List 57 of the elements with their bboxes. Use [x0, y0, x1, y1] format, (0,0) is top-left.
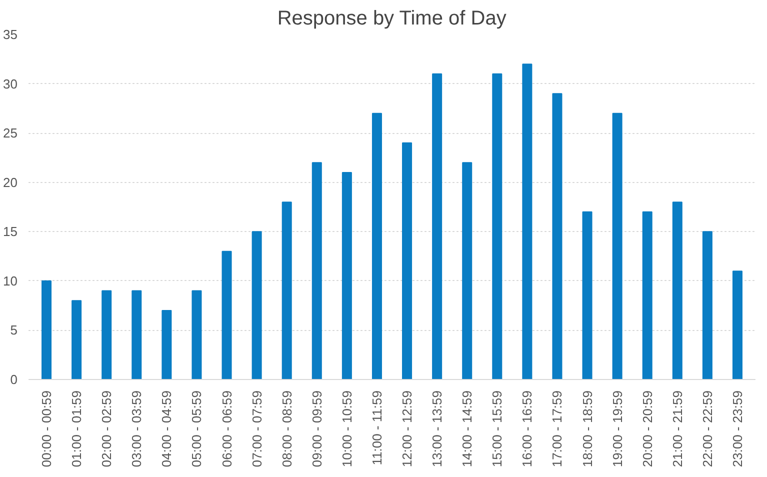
x-tick-label: 22:00 - 22:59 — [700, 390, 715, 468]
y-tick-label: 0 — [10, 372, 18, 387]
x-tick-label: 12:00 - 12:59 — [400, 390, 415, 468]
bar — [372, 112, 382, 380]
y-tick-label: 30 — [3, 76, 18, 92]
bar — [342, 172, 352, 380]
x-tick-label: 16:00 - 16:59 — [520, 390, 535, 468]
y-tick-label: 35 — [3, 27, 18, 42]
bar — [162, 310, 172, 380]
x-tick-label: 19:00 - 19:59 — [610, 390, 625, 468]
bar — [402, 142, 412, 380]
x-tick-label: 01:00 - 01:59 — [69, 390, 84, 468]
bar — [312, 162, 322, 380]
x-tick-label: 14:00 - 14:59 — [460, 390, 475, 468]
y-tick-label: 5 — [10, 322, 18, 338]
bar — [102, 290, 112, 380]
x-tick-label: 06:00 - 06:59 — [219, 390, 234, 468]
bar — [702, 231, 712, 380]
x-tick-label: 20:00 - 20:59 — [640, 390, 655, 468]
x-tick-label: 18:00 - 18:59 — [580, 390, 595, 468]
x-tick-label: 21:00 - 21:59 — [670, 390, 685, 468]
x-tick-label: 17:00 - 17:59 — [550, 390, 565, 468]
bar — [132, 290, 142, 380]
y-tick-label: 15 — [3, 224, 18, 240]
bar — [252, 231, 262, 380]
bar — [72, 300, 82, 380]
x-tick-label: 03:00 - 03:59 — [129, 390, 144, 468]
x-tick-label: 07:00 - 07:59 — [249, 390, 264, 468]
bar — [282, 202, 292, 380]
bar — [642, 211, 652, 380]
x-tick-label: 04:00 - 04:59 — [159, 390, 174, 468]
bar — [732, 270, 742, 380]
x-tick-label: 13:00 - 13:59 — [430, 390, 445, 468]
bar — [192, 290, 202, 380]
y-tick-label: 10 — [3, 273, 18, 288]
bar — [552, 93, 562, 380]
x-tick-label: 10:00 - 10:59 — [339, 390, 354, 468]
x-tick-label: 11:00 - 11:59 — [369, 390, 384, 466]
x-tick-label: 05:00 - 05:59 — [189, 390, 204, 468]
bar — [222, 250, 232, 380]
bar — [492, 73, 502, 380]
bar — [522, 64, 532, 380]
bar — [432, 73, 442, 380]
chart-title: Response by Time of Day — [277, 8, 506, 30]
x-tick-label: 08:00 - 08:59 — [279, 390, 294, 468]
y-tick-label: 20 — [3, 174, 18, 190]
bar — [672, 202, 682, 380]
x-tick-label: 09:00 - 09:59 — [309, 390, 324, 468]
x-tick-label: 00:00 - 00:59 — [39, 390, 54, 468]
bar — [42, 280, 52, 380]
bar — [612, 112, 622, 380]
bar — [462, 162, 472, 380]
x-tick-label: 02:00 - 02:59 — [99, 390, 114, 468]
x-tick-label: 23:00 - 23:59 — [730, 390, 745, 468]
y-tick-label: 25 — [3, 126, 18, 141]
x-tick-label: 15:00 - 15:59 — [490, 390, 505, 468]
bar — [582, 211, 592, 380]
